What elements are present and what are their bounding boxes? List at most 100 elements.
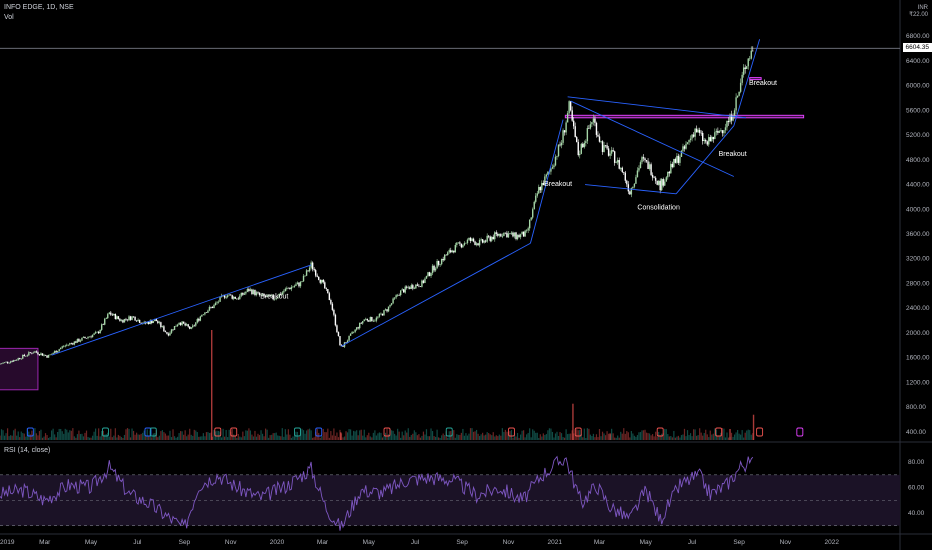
candle-body-196 xyxy=(296,282,299,285)
volume-bar-119 xyxy=(180,431,182,440)
candle-body-2 xyxy=(2,362,4,364)
candle-body-285 xyxy=(431,265,434,274)
volume-bar-152 xyxy=(230,431,232,440)
volume-bar-461 xyxy=(699,428,701,440)
candle-body-399 xyxy=(604,145,607,146)
volume-bar-23 xyxy=(34,428,36,440)
volume-bar-263 xyxy=(398,431,400,440)
candle-body-274 xyxy=(415,284,417,289)
volume-bar-100 xyxy=(151,437,153,440)
volume-bar-274 xyxy=(415,432,417,440)
candle-body-472 xyxy=(715,130,718,133)
candle-body-173 xyxy=(261,293,264,295)
candle-body-171 xyxy=(258,292,261,296)
candle-body-233 xyxy=(352,331,355,333)
volume-bar-289 xyxy=(438,437,440,440)
candle-body-282 xyxy=(427,272,429,276)
candle-body-482 xyxy=(730,114,733,121)
volume-bar-433 xyxy=(656,436,658,440)
candle-body-491 xyxy=(744,67,746,69)
volume-bar-204 xyxy=(309,428,311,440)
volume-bar-30 xyxy=(44,433,47,440)
candle-body-476 xyxy=(721,130,724,134)
x-tick-3: Jul xyxy=(133,539,142,546)
volume-bar-316 xyxy=(478,435,481,440)
candle-body-400 xyxy=(606,145,608,149)
volume-bar-396 xyxy=(600,436,602,440)
candle-body-492 xyxy=(746,66,748,69)
candle-body-164 xyxy=(248,289,250,291)
candle-body-160 xyxy=(242,292,244,295)
volume-bar-43 xyxy=(64,428,66,440)
candle-body-489 xyxy=(741,74,743,83)
volume-bar-332 xyxy=(503,431,505,440)
candle-body-83 xyxy=(125,318,127,320)
volume-bar-371 xyxy=(562,437,564,440)
volume-bar-252 xyxy=(381,437,384,440)
volume-bar-247 xyxy=(374,430,376,440)
volume-bar-127 xyxy=(192,435,194,440)
volume-bar-270 xyxy=(409,436,411,440)
volume-bar-69 xyxy=(104,434,106,440)
candle-body-229 xyxy=(346,340,349,343)
volume-bar-251 xyxy=(380,432,382,440)
candle-body-44 xyxy=(66,344,68,346)
trendline-7 xyxy=(733,39,761,126)
candle-body-219 xyxy=(331,303,334,310)
candle-body-333 xyxy=(504,232,507,234)
last-price-tag: 6604.35 xyxy=(902,43,932,52)
candle-body-243 xyxy=(368,320,370,322)
x-tick-2: May xyxy=(85,539,98,546)
candle-body-349 xyxy=(528,219,531,229)
currency-indicator[interactable]: INR ₹22.00 xyxy=(909,5,928,19)
volume-bar-161 xyxy=(243,436,245,440)
candle-body-452 xyxy=(685,143,687,149)
candle-body-255 xyxy=(386,309,388,312)
x-tick-15: Jul xyxy=(688,539,697,546)
volume-bar-469 xyxy=(711,434,713,440)
candle-body-357 xyxy=(541,182,543,191)
volume-bar-165 xyxy=(249,430,252,440)
candle-body-21 xyxy=(31,352,33,354)
candle-body-221 xyxy=(334,314,337,326)
candle-body-234 xyxy=(354,329,356,332)
price-tick-13: 5600.00 xyxy=(906,107,930,114)
candle-body-208 xyxy=(314,270,317,276)
candle-body-230 xyxy=(348,335,350,341)
candle-body-326 xyxy=(494,232,496,240)
candle-body-77 xyxy=(116,316,118,320)
volume-bar-315 xyxy=(477,433,479,440)
candle-body-35 xyxy=(52,353,54,355)
candle-body-403 xyxy=(610,150,613,154)
candle-body-335 xyxy=(507,233,510,238)
candle-body-463 xyxy=(701,132,704,142)
candle-body-458 xyxy=(694,128,696,137)
volume-bar-190 xyxy=(287,429,289,440)
candle-body-431 xyxy=(653,177,655,179)
volume-bar-256 xyxy=(387,434,390,440)
candle-body-295 xyxy=(447,252,449,256)
candle-body-60 xyxy=(90,336,92,338)
volume-bar-125 xyxy=(189,428,191,440)
volume-bar-427 xyxy=(647,433,649,440)
volume-bar-435 xyxy=(659,435,661,440)
annotation-1: Breakout xyxy=(544,181,572,188)
volume-bar-259 xyxy=(392,430,394,440)
candle-body-126 xyxy=(190,327,192,329)
candle-body-6 xyxy=(8,362,10,364)
candle-body-297 xyxy=(450,250,452,253)
candle-body-488 xyxy=(739,82,742,92)
candle-body-343 xyxy=(519,234,522,238)
volume-bar-150 xyxy=(227,437,229,440)
volume-bar-200 xyxy=(302,430,305,440)
volume-bar-180 xyxy=(272,433,274,440)
candle-body-327 xyxy=(495,232,497,234)
volume-bar-46 xyxy=(69,430,71,440)
candle-body-199 xyxy=(301,281,303,283)
candle-body-99 xyxy=(149,320,151,325)
volume-bar-202 xyxy=(305,430,308,440)
candle-body-301 xyxy=(456,242,458,245)
volume-bar-1 xyxy=(0,429,3,440)
candle-body-428 xyxy=(648,164,651,169)
